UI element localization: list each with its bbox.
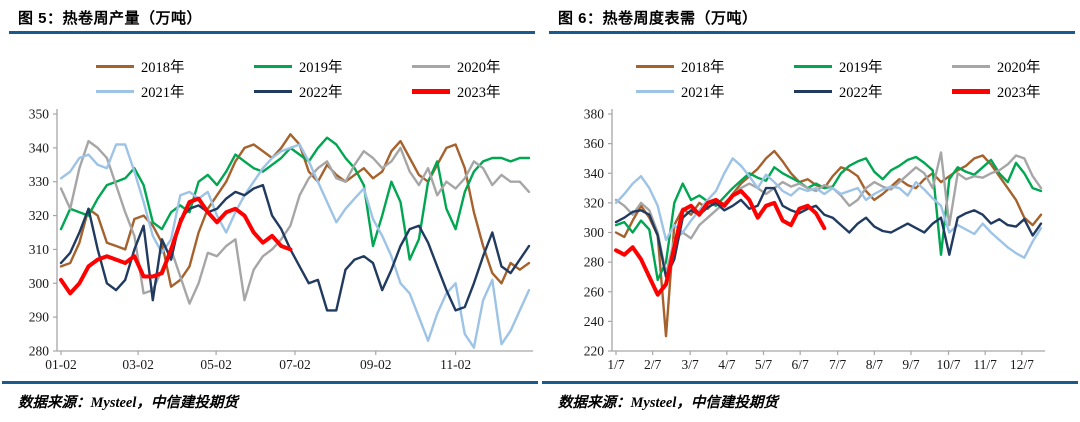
y-tick-label: 240 — [584, 314, 605, 329]
y-tick-label: 280 — [29, 344, 50, 359]
y-tick-label: 310 — [29, 242, 50, 257]
y-tick-label: 320 — [584, 195, 605, 210]
series-line-2022年 — [59, 183, 531, 312]
figure-6-title-divider — [549, 31, 1075, 34]
x-tick-label: 07-02 — [279, 357, 311, 372]
y-tick-label: 290 — [29, 310, 50, 325]
y-tick-label: 340 — [29, 140, 50, 155]
legend-swatch — [952, 64, 990, 68]
y-tick-label: 300 — [29, 276, 50, 291]
series-line-2022年 — [614, 186, 1043, 279]
x-tick-label: 09-02 — [360, 357, 392, 372]
legend-item-2019年: 2019年 — [794, 55, 952, 77]
legend-swatch — [412, 64, 450, 68]
legend-item-2018年: 2018年 — [96, 55, 254, 77]
legend-swatch — [794, 64, 832, 68]
figure-5-title: 图 5：热卷周产量（万吨） — [18, 10, 203, 27]
legend-item-2019年: 2019年 — [254, 55, 412, 77]
x-tick-label: 6/7 — [792, 357, 810, 372]
x-tick-label: 10/7 — [936, 357, 960, 372]
legend-label: 2020年 — [457, 59, 501, 76]
figure-5-panel: 图 5：热卷周产量（万吨） 2018年 2019年 2020年 2021年 2022年 2… — [2, 10, 538, 411]
x-tick-label: 11-02 — [440, 357, 471, 372]
x-tick-label: 01-02 — [45, 357, 77, 372]
legend-label: 2020年 — [997, 59, 1041, 76]
axes: 220 240 260 280 300 320 340 360 380 1/7 2/7 3/7 4/7 5… — [584, 107, 1045, 372]
figure-6-title: 图 6：热卷周度表需（万吨） — [558, 10, 758, 27]
x-tick-label: 7/7 — [829, 357, 847, 372]
y-tick-label: 380 — [584, 107, 605, 122]
series-line-2018年 — [59, 133, 531, 288]
y-tick-label: 260 — [584, 284, 605, 299]
x-tick-label: 8/7 — [866, 357, 884, 372]
y-tick-label: 360 — [584, 136, 605, 151]
y-tick-label: 330 — [29, 174, 50, 189]
x-tick-label: 3/7 — [682, 357, 700, 372]
legend-swatch — [636, 64, 674, 68]
x-tick-label: 05-02 — [200, 357, 232, 372]
legend-swatch — [794, 89, 832, 93]
series-line-2023年 — [59, 196, 293, 296]
series-line-2020年 — [614, 151, 1043, 276]
figure-5-bottom-divider — [2, 381, 538, 384]
legend-item-2020年: 2020年 — [412, 55, 570, 77]
legend-item-2020年: 2020年 — [952, 55, 1080, 77]
figure-6-source: 数据来源：Mysteel，中信建投期货 — [558, 395, 778, 411]
x-tick-label: 2/7 — [644, 357, 662, 372]
figure-6-bottom-divider — [542, 381, 1078, 384]
legend-item-2022年: 2022年 — [794, 80, 952, 102]
figure-5-source: 数据来源：Mysteel，中信建投期货 — [18, 395, 238, 411]
legend-item-2018年: 2018年 — [636, 55, 794, 77]
x-tick-label: 11/7 — [973, 357, 997, 372]
y-tick-label: 320 — [29, 208, 50, 223]
legend-label: 2022年 — [299, 84, 343, 101]
x-tick-label: 1/7 — [607, 357, 625, 372]
legend-item-2023年: 2023年 — [412, 80, 570, 102]
figure-6-panel: 图 6：热卷周度表需（万吨） 2018年 2019年 2020年 2021年 2022年… — [540, 0, 1080, 422]
figure-5-line-chart: 280 290 300 310 320 330 340 350 01-02 03-02 05-02 0… — [29, 107, 533, 372]
legend-swatch — [96, 89, 134, 93]
figure-6-line-chart: 220 240 260 280 300 320 340 360 380 1/7 2/7 3/7 4/7 5… — [584, 107, 1045, 372]
y-tick-label: 300 — [584, 225, 605, 240]
legend-label: 2021年 — [141, 84, 185, 101]
legend-label: 2023年 — [457, 84, 501, 101]
x-tick-label: 9/7 — [902, 357, 920, 372]
legend-label: 2021年 — [681, 84, 725, 101]
legend-label: 2018年 — [141, 59, 185, 76]
legend-item-2023年: 2023年 — [952, 80, 1080, 102]
series-line-2021年 — [614, 157, 1043, 259]
legend-item-2022年: 2022年 — [254, 80, 412, 102]
legend-item-2021年: 2021年 — [636, 80, 794, 102]
legend-item-2021年: 2021年 — [96, 80, 254, 102]
legend-swatch — [96, 64, 134, 68]
legend-label: 2019年 — [299, 59, 343, 76]
legend-swatch — [412, 88, 450, 94]
legend-swatch — [952, 88, 990, 94]
legend-label: 2022年 — [839, 84, 883, 101]
x-tick-label: 4/7 — [718, 357, 736, 372]
legend-swatch — [254, 89, 292, 93]
series-line-2019年 — [59, 136, 531, 261]
figure-5-title-divider — [9, 31, 535, 34]
series-line-2018年 — [614, 149, 1043, 338]
figure-5-legend: 2018年 2019年 2020年 2021年 2022年 2023年 — [96, 55, 570, 102]
series-line-2021年 — [59, 143, 531, 349]
legend-swatch — [254, 64, 292, 68]
y-tick-label: 350 — [29, 107, 50, 122]
x-tick-label: 03-02 — [122, 357, 154, 372]
axes: 280 290 300 310 320 330 340 350 01-02 03-02 05-02 0… — [29, 107, 533, 372]
series-line-2023年 — [614, 189, 827, 297]
x-tick-label: 12/7 — [1010, 357, 1034, 372]
y-tick-label: 340 — [584, 166, 605, 181]
y-tick-label: 220 — [584, 344, 605, 359]
legend-label: 2018年 — [681, 59, 725, 76]
legend-swatch — [636, 89, 674, 93]
figure-6-legend: 2018年 2019年 2020年 2021年 2022年 2023年 — [636, 55, 1080, 102]
y-tick-label: 280 — [584, 255, 605, 270]
legend-label: 2023年 — [997, 84, 1041, 101]
legend-label: 2019年 — [839, 59, 883, 76]
x-tick-label: 5/7 — [755, 357, 773, 372]
